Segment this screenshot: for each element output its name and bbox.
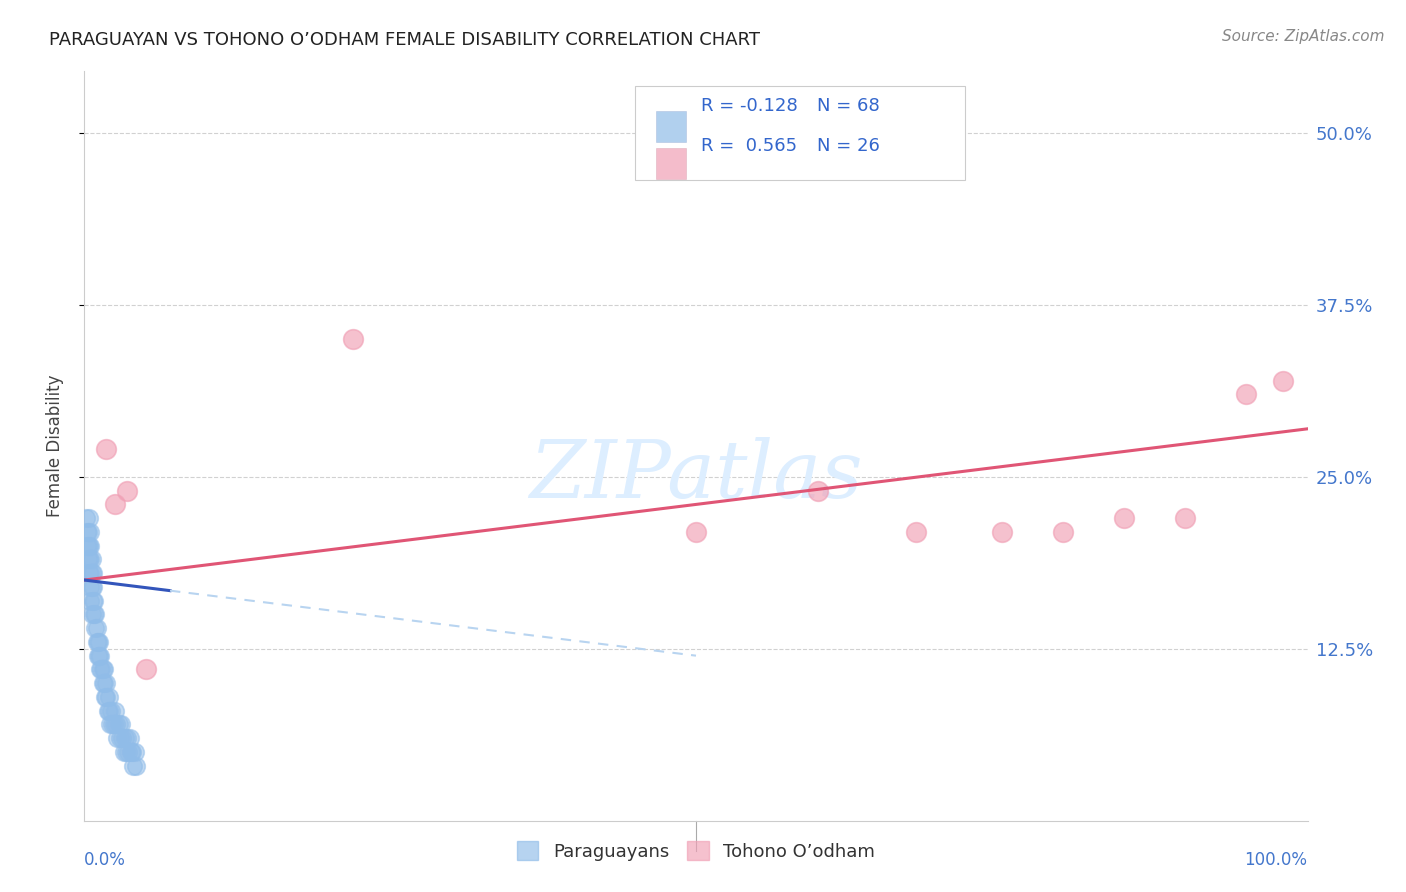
Point — [1174, 511, 1197, 525]
Point — [104, 498, 127, 512]
Point — [96, 690, 118, 704]
FancyBboxPatch shape — [655, 147, 686, 179]
Point — [97, 690, 120, 704]
Point — [115, 731, 138, 746]
Point — [94, 690, 117, 704]
Point — [87, 635, 110, 649]
Point — [118, 731, 141, 746]
Point — [111, 731, 134, 746]
Point — [76, 539, 98, 553]
Point — [79, 593, 101, 607]
Point — [86, 621, 108, 635]
Point — [82, 566, 104, 581]
Point — [87, 648, 110, 663]
Point — [905, 524, 928, 539]
Point — [1236, 387, 1258, 401]
Point — [135, 662, 157, 676]
Point — [79, 566, 101, 581]
Point — [105, 731, 128, 746]
Text: R = -0.128: R = -0.128 — [700, 96, 797, 114]
Point — [120, 745, 142, 759]
Point — [79, 539, 101, 553]
Point — [93, 662, 115, 676]
Point — [124, 745, 146, 759]
Point — [80, 607, 103, 622]
Point — [101, 717, 124, 731]
Point — [1052, 524, 1074, 539]
Point — [100, 704, 122, 718]
Point — [103, 717, 125, 731]
FancyBboxPatch shape — [636, 87, 965, 180]
Point — [75, 511, 97, 525]
Legend: Paraguayans, Tohono O’odham: Paraguayans, Tohono O’odham — [509, 834, 883, 868]
Text: 100.0%: 100.0% — [1244, 851, 1308, 869]
Point — [76, 524, 98, 539]
Point — [108, 731, 131, 746]
Text: R =  0.565: R = 0.565 — [700, 137, 797, 155]
Point — [114, 731, 136, 746]
Point — [77, 524, 100, 539]
Point — [84, 607, 107, 622]
Y-axis label: Female Disability: Female Disability — [45, 375, 63, 517]
Point — [79, 524, 101, 539]
Point — [83, 607, 105, 622]
Point — [80, 580, 103, 594]
Point — [77, 511, 100, 525]
Point — [97, 704, 120, 718]
Point — [104, 704, 127, 718]
Point — [121, 745, 143, 759]
Point — [77, 539, 100, 553]
Point — [89, 662, 111, 676]
Point — [96, 442, 118, 457]
Point — [89, 648, 111, 663]
Point — [77, 552, 100, 566]
Point — [77, 566, 100, 581]
Point — [87, 635, 110, 649]
Point — [125, 758, 148, 772]
Point — [82, 593, 104, 607]
Text: Source: ZipAtlas.com: Source: ZipAtlas.com — [1222, 29, 1385, 44]
Point — [84, 621, 107, 635]
Point — [115, 745, 138, 759]
Point — [991, 524, 1014, 539]
Point — [77, 539, 100, 553]
Point — [79, 580, 101, 594]
Text: ZIPatlas: ZIPatlas — [529, 437, 863, 515]
Point — [342, 333, 364, 347]
Text: N = 26: N = 26 — [817, 137, 880, 155]
Point — [80, 566, 103, 581]
Point — [105, 717, 128, 731]
Point — [97, 704, 120, 718]
Point — [685, 524, 707, 539]
Text: 0.0%: 0.0% — [84, 851, 127, 869]
Point — [91, 662, 114, 676]
Point — [117, 745, 139, 759]
Point — [98, 717, 121, 731]
Text: N = 68: N = 68 — [817, 96, 880, 114]
Point — [90, 662, 112, 676]
Point — [110, 717, 132, 731]
Point — [122, 758, 145, 772]
Point — [87, 648, 110, 663]
Point — [91, 676, 114, 690]
Point — [93, 676, 115, 690]
FancyBboxPatch shape — [655, 111, 686, 142]
Point — [86, 635, 108, 649]
Point — [79, 552, 101, 566]
Point — [1114, 511, 1136, 525]
Point — [83, 593, 105, 607]
Text: PARAGUAYAN VS TOHONO O’ODHAM FEMALE DISABILITY CORRELATION CHART: PARAGUAYAN VS TOHONO O’ODHAM FEMALE DISA… — [49, 31, 761, 49]
Point — [1272, 374, 1295, 388]
Point — [77, 552, 100, 566]
Point — [82, 580, 104, 594]
Point — [112, 745, 135, 759]
Point — [807, 483, 830, 498]
Point — [107, 717, 129, 731]
Point — [80, 552, 103, 566]
Point — [115, 483, 138, 498]
Point — [96, 676, 118, 690]
